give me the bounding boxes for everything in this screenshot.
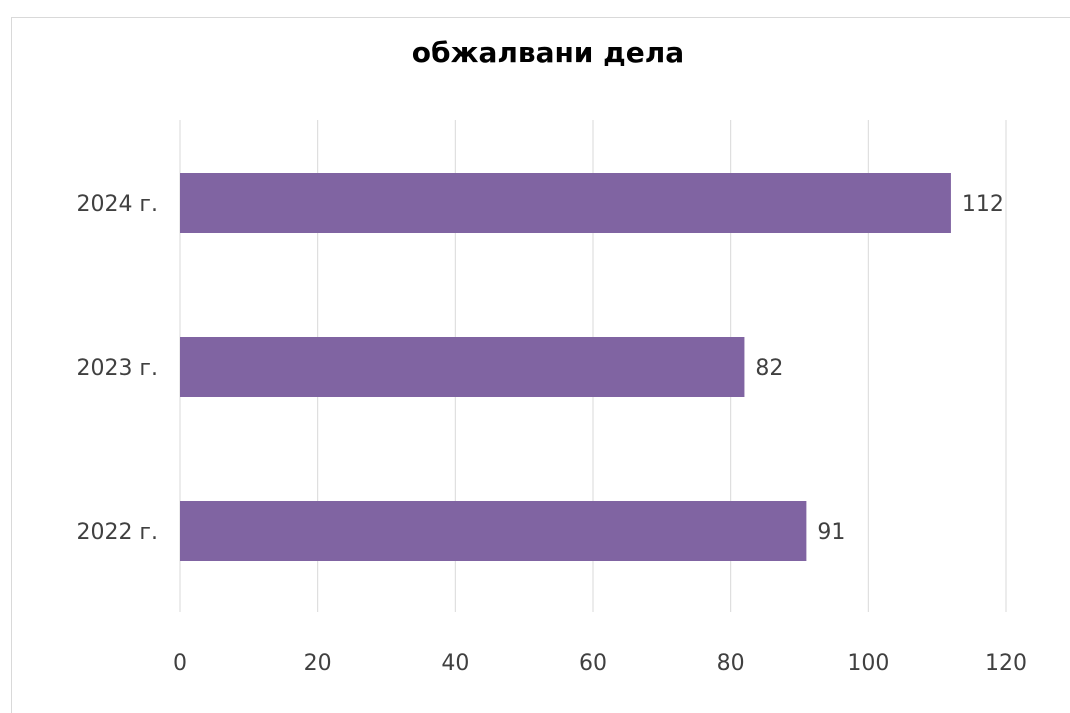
x-tick-label: 0 [173,651,187,676]
x-tick-label: 80 [717,651,745,676]
bar [180,173,951,233]
chart-border [11,17,1070,713]
data-label: 91 [817,520,845,545]
x-tick-label: 20 [304,651,332,676]
x-tick-label: 40 [441,651,469,676]
x-tick-label: 60 [579,651,607,676]
bar [180,501,807,561]
x-tick-label: 100 [847,651,889,676]
y-category-label: 2023 г. [76,356,158,381]
y-category-label: 2024 г. [76,192,158,217]
data-label: 112 [962,192,1004,217]
x-tick-label: 120 [985,651,1027,676]
bar [180,337,745,397]
chart-title: обжалвани дела [411,36,685,69]
y-category-label: 2022 г. [76,520,158,545]
data-label: 82 [755,356,783,381]
